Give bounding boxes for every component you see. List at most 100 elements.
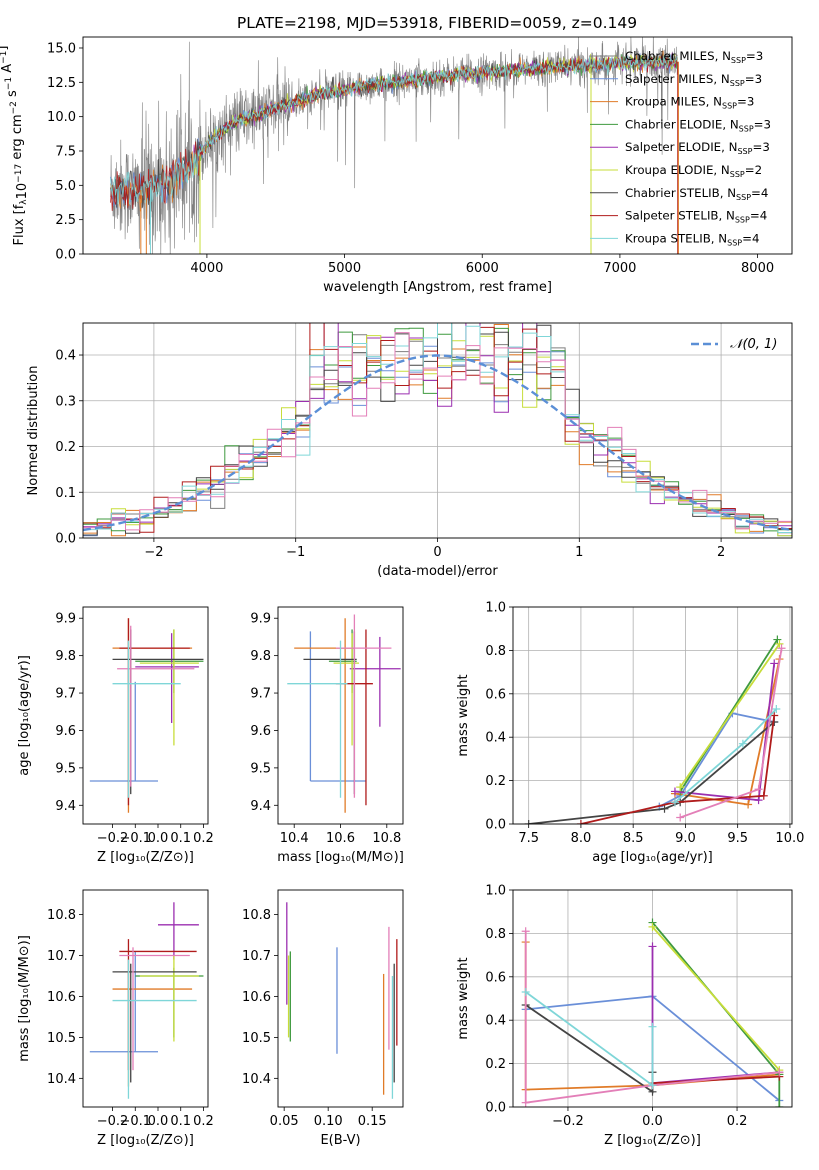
x-tick-label: 0.1 [170, 831, 191, 846]
axes-mass-vs-EBV: 0.05 0.10 0.15 10.4 10.5 10.6 10.7 10.8 E(B-V) [242, 889, 404, 1148]
x-tick-label: 9.0 [675, 831, 696, 846]
errorbar-point [119, 947, 190, 1071]
y-tick-label: 9.8 [55, 649, 76, 664]
legend-label: Chabrier MILES, NSSP=3 [625, 49, 763, 65]
errorbar-point [333, 633, 360, 746]
x-tick-label: 0.1 [170, 1114, 191, 1129]
x-axis-label: age [log₁₀(age/yr)] [592, 850, 713, 865]
weight-marker [754, 785, 763, 794]
y-tick-label: 9.6 [55, 724, 76, 739]
y-tick-label: 9.4 [55, 799, 76, 814]
y-tick-label: 0.0 [485, 818, 506, 833]
axes-frame [512, 606, 793, 825]
x-axis-label: Z [log₁₀(Z/Z⊙)] [97, 1133, 194, 1148]
axes-frame [82, 36, 793, 255]
weight-marker [775, 1103, 784, 1107]
y-tick-label: 1.0 [485, 884, 506, 899]
x-tick-label: 5000 [328, 261, 361, 276]
axes-age-vs-Z: −0.2−0.10.0 0.1 0.2 9.4 9.5 9.6 9.7 9.8 9.9 Z [lo… [17, 606, 214, 865]
y-axis-label: Flux [fλ10−17 erg cm−2 s−1 A−1] [0, 46, 30, 246]
y-tick-label: 0.8 [485, 927, 506, 942]
y-tick-label: 10.8 [242, 908, 271, 923]
y-tick-label: 10.6 [47, 990, 76, 1005]
y-tick-label: 10.7 [242, 949, 271, 964]
weight-marker [676, 813, 685, 822]
plot-area [521, 918, 784, 1107]
x-axis-label: (data-model)/error [377, 564, 498, 579]
x-tick-label: 0.2 [727, 1114, 748, 1129]
legend-label: Salpeter STELIB, NSSP=4 [625, 209, 767, 225]
weight-series-line [525, 991, 654, 1088]
legend: Chabrier MILES, NSSP=3 Salpeter MILES, NS… [590, 49, 771, 247]
errorbar-point [112, 971, 193, 1087]
x-tick-label: 10.6 [326, 831, 355, 846]
axes-frame [277, 889, 404, 1108]
y-tick-label: 10.4 [47, 1072, 76, 1087]
x-tick-label: 0.2 [193, 1114, 214, 1129]
y-tick-label: 10.8 [47, 908, 76, 923]
y-tick-label: 0.4 [55, 349, 76, 364]
weight-series-line [524, 931, 780, 1104]
y-tick-label: 9.4 [250, 799, 271, 814]
x-tick-label: 2 [717, 545, 725, 560]
x-tick-label: 10.4 [280, 831, 309, 846]
errorbar-point [158, 902, 199, 960]
weight-marker [576, 820, 585, 824]
x-tick-label: −0.2 [552, 1114, 584, 1129]
legend-label: Salpeter MILES, NSSP=3 [625, 72, 762, 88]
x-tick-label: −0.2 [97, 831, 129, 846]
legend-label: Chabrier ELODIE, NSSP=3 [625, 117, 771, 133]
errorbar-point [294, 618, 355, 813]
x-tick-label: −2 [144, 545, 163, 560]
weight-marker [775, 1068, 784, 1077]
weight-marker [670, 798, 679, 807]
x-tick-label: 0.2 [193, 831, 214, 846]
y-tick-label: 0.0 [485, 1101, 506, 1116]
y-tick-label: 10.6 [242, 990, 271, 1005]
weight-series-line [651, 946, 780, 1085]
weight-series-line [651, 926, 780, 1071]
axes-mass-weight-vs-Z: −0.2 0.0 0.2 0.0 0.2 0.4 0.6 0.8 1.0 Z [log₁₀(Z/Z… [456, 884, 793, 1148]
axes-frame [277, 606, 404, 825]
weight-marker [521, 987, 530, 996]
legend-label: Chabrier STELIB, NSSP=4 [625, 186, 768, 202]
y-tick-label: 0.1 [55, 486, 76, 501]
y-tick-label: 7.5 [55, 144, 76, 159]
legend-label: Kroupa ELODIE, NSSP=2 [625, 163, 762, 179]
plot-area [89, 618, 204, 813]
plot-area [83, 323, 792, 538]
errorbar-point [139, 629, 199, 746]
y-tick-label: 0.6 [485, 687, 506, 702]
y-tick-label: 10.4 [242, 1072, 271, 1087]
weight-marker [754, 796, 763, 805]
weight-marker [648, 1022, 657, 1031]
y-tick-label: 0.6 [485, 970, 506, 985]
errorbar-point [89, 681, 158, 782]
x-tick-label: 7000 [603, 261, 636, 276]
weight-marker [648, 922, 657, 931]
weight-marker [521, 927, 530, 936]
weight-marker [660, 804, 669, 813]
errorbar-point [112, 618, 193, 813]
y-tick-label: 9.6 [250, 724, 271, 739]
y-tick-label: 5.0 [55, 179, 76, 194]
y-tick-label: 0.2 [55, 440, 76, 455]
axes-frame [82, 606, 209, 825]
weight-marker [773, 635, 782, 644]
axes-frame [82, 889, 209, 1108]
axes-frame [82, 322, 793, 539]
x-tick-label: 9.5 [727, 831, 748, 846]
errorbar-point [112, 640, 181, 798]
y-tick-label: 10.0 [47, 110, 76, 125]
weight-marker [772, 704, 781, 713]
axes-frame [512, 889, 793, 1108]
axes-mass-vs-Z: −0.2−0.10.0 0.1 0.2 10.4 10.5 10.6 10.7 10.8 Z [… [17, 889, 214, 1148]
y-axis-label: Normed distribution [26, 366, 41, 496]
weight-marker [770, 659, 779, 668]
y-tick-label: 12.5 [47, 76, 76, 91]
y-tick-label: 9.7 [55, 687, 76, 702]
errorbar-point [135, 633, 199, 723]
legend-label: 𝒩(0, 1) [730, 337, 777, 352]
errorbar-point [135, 967, 204, 1038]
